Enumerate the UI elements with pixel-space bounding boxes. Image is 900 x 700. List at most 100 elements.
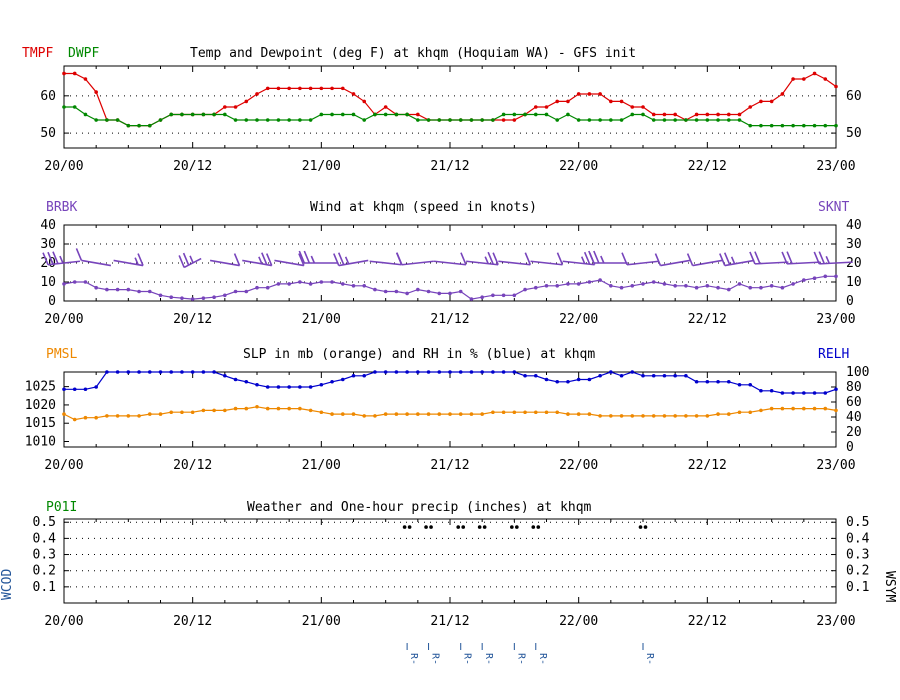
pmsl-point [791,406,795,411]
dwpf-point [137,123,141,128]
sknt-point [308,282,313,286]
slp-panel-ylabel-right: 40 [846,410,862,425]
sknt-point [190,297,195,301]
pmsl-point [437,412,442,416]
rain-symbol-dot [531,525,536,529]
sknt-point [769,284,774,288]
pmsl-point [190,410,195,415]
wind-barb-half [344,256,350,265]
wind-barb-shaft [754,261,789,265]
dwpf-point [748,123,753,128]
temp-panel-xlabel: 20/00 [44,159,83,174]
relh-point [458,370,463,374]
pmsl-point [630,414,635,418]
slp-panel-ylabel-right: 100 [846,365,869,380]
dwpf-point [630,112,635,117]
dwpf-point [83,112,88,117]
relh-point [448,370,452,374]
wcod-code: R- [537,653,548,665]
sknt-point [383,289,388,294]
tmpf-point [576,92,581,96]
wind-barb-half [310,255,316,264]
dwpf-point [576,118,581,122]
tmpf-point [223,105,227,109]
sknt-point [201,296,206,300]
dwpf-point [201,112,206,117]
relh-point [223,373,227,378]
sknt-point [72,280,77,284]
relh-point [523,373,527,378]
sknt-point [469,297,474,301]
rain-symbol-dot [638,525,643,529]
wind-barb-half [825,256,830,264]
relh-point [748,382,753,387]
wind-barb-flag [52,251,59,264]
rain-symbol-dot [402,525,407,529]
wind-barb-shaft [113,259,144,267]
sknt-point [276,282,281,286]
sknt-point [587,280,592,284]
wind-barb-flag [303,250,311,264]
wind-barb-flag [178,255,185,268]
wsym-label: WSYM [882,571,897,602]
wind-barb-flag [261,252,268,266]
dwpf-point [651,118,656,122]
tmpf-point [276,86,281,91]
tmpf-point [340,86,345,91]
dwpf-point [480,118,484,122]
wind-panel-xlabel: 20/00 [44,312,83,327]
pmsl-point [72,417,77,422]
rain-symbol-dot [536,525,541,529]
pmsl-point [276,406,281,411]
wind-barb-half [484,256,489,264]
wind-barb-flag [75,248,83,261]
slp-panel-xlabel: 22/00 [559,458,598,473]
sknt-point [115,287,120,292]
sknt-point [233,289,238,294]
tmpf-point [716,112,720,117]
tmpf-point [802,77,806,81]
slp-panel-ylabel-right: 0 [846,440,854,455]
relh-point [791,391,795,395]
wcod-code: R- [644,653,655,665]
sknt-point [748,285,753,290]
pmsl-point [383,412,388,416]
dwpf-point [72,105,77,109]
slp-panel-ylabel: 1010 [25,435,56,450]
sknt-point [416,287,420,292]
tmpf-point [780,92,785,96]
dwpf-point [598,118,602,122]
tmpf-point [812,71,817,76]
pmsl-point [158,412,163,416]
precip-panel-ylabel: 0.4 [33,531,57,546]
wind-panel-xlabel: 22/12 [688,312,727,327]
dwpf-point [566,112,570,117]
wind-barb-flag [492,252,499,266]
pmsl-point [83,415,88,420]
pmsl-point [319,410,324,415]
wind-barb-flag [47,251,54,265]
dwpf-point [383,112,388,117]
relh-point [373,370,377,374]
relh-point [812,391,817,395]
pmsl-point [362,414,367,418]
precip-panel-ylabel: 0.2 [33,564,56,579]
relh-point [759,388,763,393]
precip-panel-ylabel-right: 0.2 [846,564,869,579]
dwpf-point [437,118,442,122]
sknt-point [759,285,763,290]
relh-point [94,385,98,389]
dwpf-point [340,112,345,117]
relh-point [673,373,677,378]
sknt-point [458,289,463,294]
wind-barb-flag [487,251,494,265]
dwpf-point [351,112,356,117]
precip-panel-xlabel: 21/00 [302,614,341,629]
precip-panel-ylabel-right: 0.4 [846,531,870,546]
relh-point [105,370,109,374]
pmsl-point [405,412,409,416]
dwpf-point [255,118,259,122]
dwpf-point [233,118,238,122]
relh-point [308,385,313,389]
